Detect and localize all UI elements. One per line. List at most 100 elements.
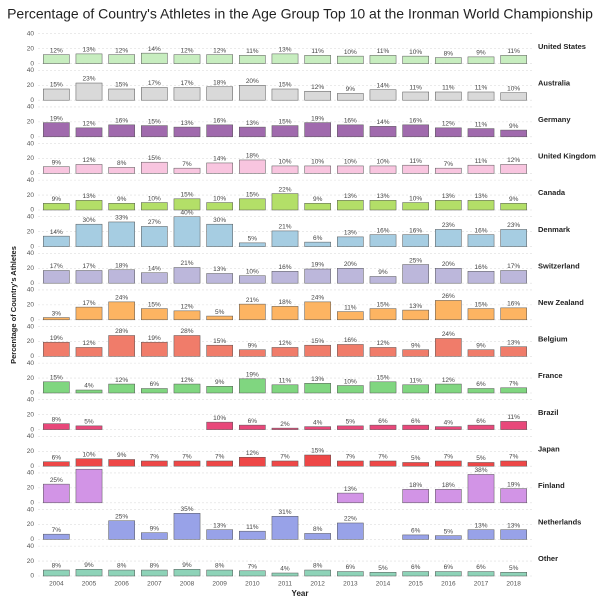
value-label: 10% (344, 159, 357, 166)
y-tick-label: 20 (27, 411, 35, 418)
value-label: 8% (444, 50, 454, 57)
value-label: 12% (180, 47, 193, 54)
y-tick-label: 40 (27, 67, 35, 74)
series-name: Canada (538, 188, 566, 197)
value-label: 11% (344, 304, 357, 311)
bar (43, 122, 70, 138)
bar (369, 234, 397, 247)
bar (467, 164, 495, 174)
y-tick-label: 0 (30, 317, 34, 324)
bar (304, 454, 331, 467)
value-label: 15% (180, 192, 193, 199)
value-label: 6% (476, 418, 486, 425)
value-label: 19% (148, 335, 161, 342)
bar (141, 569, 168, 577)
bar (75, 425, 103, 430)
x-tick-label: 2012 (310, 581, 325, 588)
value-label: 18% (213, 79, 226, 86)
bar (43, 235, 70, 247)
value-label: 6% (378, 418, 388, 425)
bar (75, 82, 103, 101)
value-label: 24% (442, 331, 455, 338)
y-tick-label: 40 (27, 433, 35, 440)
y-axis-label: Percentage of Country's Athletes (9, 246, 18, 364)
bar (500, 346, 527, 357)
bar (206, 273, 233, 284)
value-label: 10% (344, 378, 357, 385)
bar (500, 421, 527, 430)
value-label: 23% (82, 76, 95, 83)
bar (206, 344, 233, 357)
bar (239, 570, 266, 577)
bar (43, 533, 70, 540)
value-label: 7% (444, 454, 454, 461)
bar (108, 569, 135, 577)
value-label: 21% (278, 224, 291, 231)
value-label: 19% (507, 481, 520, 488)
bar (141, 161, 168, 174)
value-label: 11% (507, 414, 520, 421)
value-label: 14% (213, 156, 226, 163)
bar (173, 216, 201, 247)
value-label: 14% (50, 229, 63, 236)
value-label: 15% (246, 192, 259, 199)
value-label: 5% (84, 419, 94, 426)
value-label: 9% (411, 342, 421, 349)
value-label: 11% (507, 48, 520, 55)
bar (500, 270, 527, 284)
bar (435, 571, 462, 577)
bar (435, 200, 462, 211)
value-label: 7% (248, 563, 258, 570)
bar (43, 341, 70, 357)
value-label: 14% (376, 82, 389, 89)
x-tick-label: 2016 (441, 581, 456, 588)
y-tick-label: 0 (30, 60, 34, 67)
value-label: 13% (246, 120, 259, 127)
value-label: 6% (411, 418, 421, 425)
bar (43, 270, 70, 284)
value-label: 7% (182, 454, 192, 461)
bar (75, 164, 103, 174)
bar (206, 569, 233, 577)
bar (402, 534, 429, 540)
bar (271, 125, 299, 138)
bar (108, 88, 135, 101)
bar (271, 53, 299, 64)
value-label: 15% (50, 82, 63, 89)
value-label: 15% (148, 301, 161, 308)
bar (108, 203, 135, 211)
value-label: 10% (409, 195, 422, 202)
bar (173, 267, 201, 284)
x-tick-label: 2014 (376, 581, 391, 588)
bar (369, 55, 397, 64)
value-label: 5% (215, 309, 225, 316)
bar (271, 427, 299, 430)
value-label: 13% (376, 193, 389, 200)
value-label: 8% (313, 563, 323, 570)
bar (435, 426, 462, 430)
value-label: 20% (442, 261, 455, 268)
value-label: 5% (248, 236, 258, 243)
bar (75, 569, 103, 577)
bar (173, 310, 201, 321)
value-label: 4% (313, 419, 323, 426)
value-label: 9% (117, 452, 127, 459)
value-label: 13% (311, 376, 324, 383)
value-label: 7% (52, 527, 62, 534)
bar (500, 129, 527, 138)
value-label: 12% (82, 121, 95, 128)
bar (304, 569, 331, 577)
bar (369, 89, 397, 101)
bar (435, 489, 462, 504)
bar (271, 516, 299, 540)
bar (435, 127, 462, 138)
x-tick-label: 2009 (212, 581, 227, 588)
value-label: 30% (213, 217, 226, 224)
bar (435, 535, 462, 540)
y-tick-label: 40 (27, 323, 35, 330)
y-tick-label: 0 (30, 390, 34, 397)
value-label: 22% (344, 516, 357, 523)
value-label: 7% (150, 454, 160, 461)
bar (435, 57, 462, 64)
y-tick-label: 40 (27, 396, 35, 403)
